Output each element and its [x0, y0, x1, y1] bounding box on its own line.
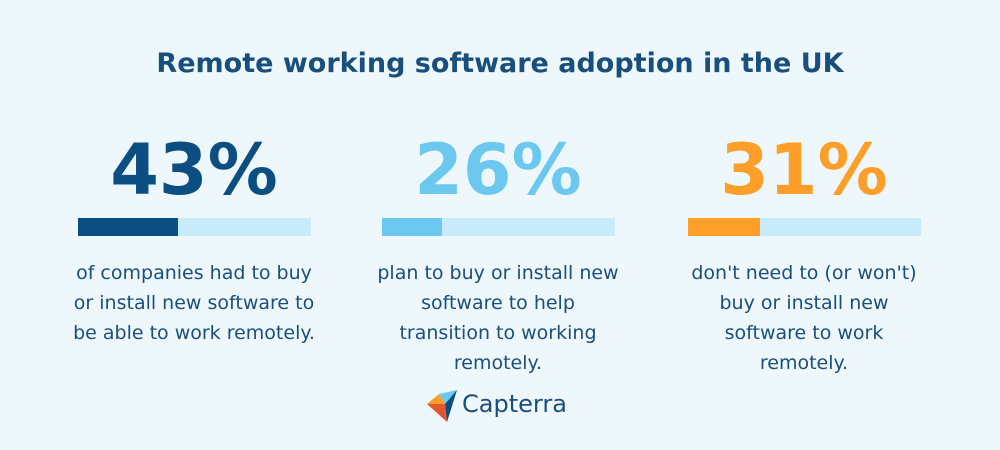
bar-track	[77, 218, 311, 236]
logo-icon	[427, 390, 457, 422]
stat-description: of companies had to buy or install new s…	[73, 262, 315, 344]
stat-percent: 31%	[720, 129, 888, 211]
stat-card: 26% plan to buy or install new software t…	[348, 125, 648, 378]
bar-track	[381, 218, 615, 236]
logo: Capterra	[425, 388, 585, 424]
stat-description: don't need to (or won't) buy or install …	[691, 262, 917, 374]
brand: Capterra	[462, 390, 567, 418]
bar	[687, 218, 760, 236]
stat-description: plan to buy or install new software to h…	[377, 262, 619, 374]
stat-percent: 26%	[414, 129, 582, 211]
bar-track	[687, 218, 921, 236]
title: Remote working software adoption in the …	[156, 48, 844, 79]
bar	[381, 218, 443, 236]
bar	[77, 218, 178, 236]
stat-card: 43% of companies had to buy or install ne…	[44, 125, 344, 348]
stat-percent: 43%	[110, 129, 278, 211]
stat-card: 31% don't need to (or won't) buy or insta…	[654, 125, 954, 378]
